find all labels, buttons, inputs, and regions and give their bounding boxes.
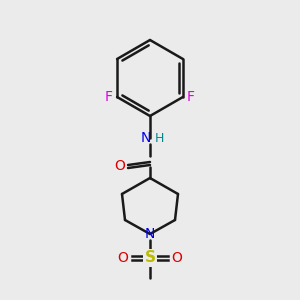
Text: F: F — [105, 90, 113, 104]
Text: N: N — [141, 131, 151, 145]
Text: H: H — [154, 131, 164, 145]
Text: O: O — [118, 251, 128, 265]
Text: N: N — [145, 227, 155, 241]
Text: F: F — [187, 90, 195, 104]
Text: O: O — [172, 251, 182, 265]
Text: O: O — [115, 159, 125, 173]
Text: S: S — [145, 250, 155, 266]
